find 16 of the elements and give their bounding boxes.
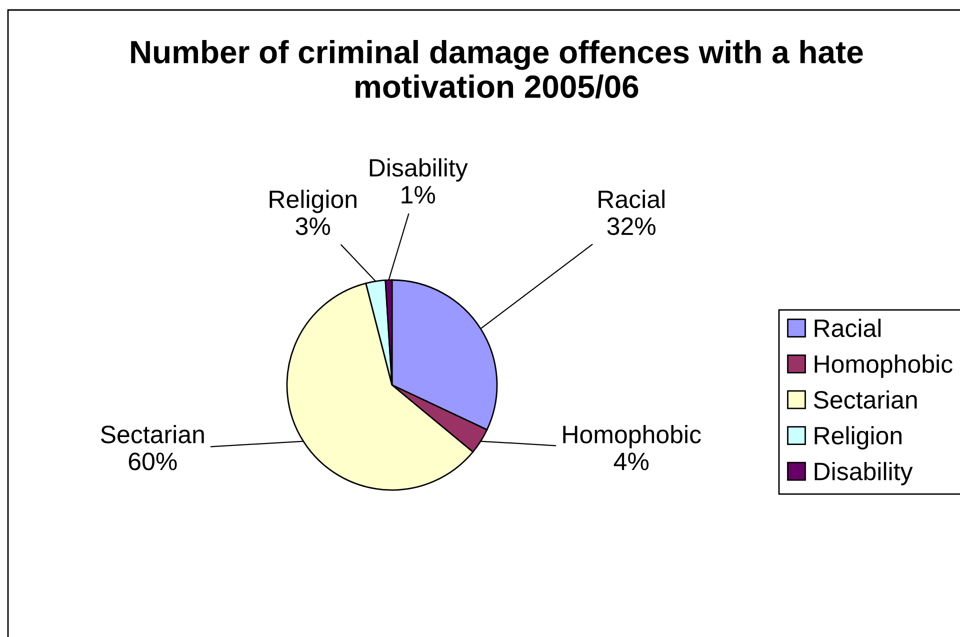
data-label: 4% [614,452,649,470]
slice-label: Racial [598,190,664,208]
legend-label: Racial [814,318,881,338]
data-label: 1% [402,186,436,204]
legend-label: Sectarian [814,390,917,409]
slice-label: Homophobic [563,424,701,448]
slice-label: Disability [370,158,468,182]
legend-label: Religion [814,426,902,450]
legend-label: Homophobic [814,354,952,378]
data-label: 3% [296,217,330,236]
slice-label: Sectarian [100,424,204,444]
data-label: 32% [607,217,656,236]
chart-title: Number of criminal damage offences with a hate motivation 2005/06 [131,40,863,98]
slice-label: Religion [270,190,356,214]
data-label: 60% [128,452,177,470]
legend-label: Disability [814,462,913,486]
